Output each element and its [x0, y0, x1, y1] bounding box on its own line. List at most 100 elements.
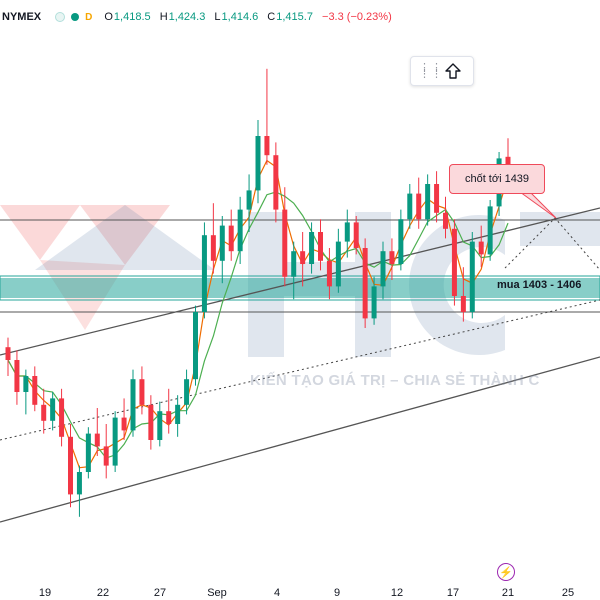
candle-body [309, 232, 315, 264]
candle-body [68, 436, 73, 495]
candle-body [94, 433, 100, 447]
ohlc-values: O1,418.5 H1,424.3 L1,414.6 C1,415.7 −3.3… [104, 11, 391, 23]
candle-body [76, 472, 82, 495]
candle-body [353, 222, 359, 248]
candle-body [478, 241, 484, 255]
candle-body [487, 206, 493, 255]
candle-body [139, 379, 145, 405]
drag-handle-icon[interactable]: ⋮⋮ ⋮⋮ [419, 62, 443, 80]
legend-header: NYMEX D O1,418.5 H1,424.3 L1,414.6 C1,41… [0, 8, 392, 26]
candle-body [398, 219, 404, 264]
close-key: C [267, 11, 276, 23]
candle-body [291, 251, 297, 277]
x-axis-tick-label: 27 [154, 587, 166, 599]
candle-body [41, 404, 47, 421]
candle-body [121, 417, 127, 431]
candle-body [59, 398, 65, 437]
low-key: L [214, 11, 221, 23]
arrow-up-icon[interactable] [443, 61, 463, 81]
status-dot-icon [55, 12, 66, 22]
candle-body [264, 136, 270, 156]
candle-body [228, 225, 234, 252]
x-axis-tick-label: 12 [391, 587, 403, 599]
logo-red-triangle [0, 205, 80, 260]
floating-toolbar[interactable]: ⋮⋮ ⋮⋮ [410, 56, 474, 86]
symbol-label: NYMEX [2, 11, 42, 23]
flash-event-icon[interactable]: ⚡ [497, 563, 515, 581]
candle-body [112, 417, 118, 466]
candle-body [255, 136, 261, 191]
x-axis-tick-label: Sep [207, 587, 227, 599]
candle-body [246, 190, 252, 210]
candle-body [85, 433, 91, 472]
candle-body [460, 296, 466, 312]
open-key: O [104, 11, 113, 23]
candle-body [23, 376, 29, 392]
change-value: −3.3 (−0.23%) [322, 11, 392, 23]
candle-body [148, 404, 154, 440]
candle-body [50, 398, 56, 421]
target-callout[interactable]: chốt tới 1439 [449, 164, 545, 194]
candle-body [469, 241, 475, 312]
close-value: 1,415.7 [276, 11, 313, 23]
candle-body [184, 379, 190, 405]
candle-body [416, 193, 422, 220]
candle-body [326, 260, 332, 287]
open-value: 1,418.5 [113, 11, 151, 23]
logo-letter-stroke [520, 212, 600, 246]
buy-zone-border [0, 275, 600, 301]
candle-body [389, 251, 395, 264]
candle-body [362, 248, 368, 319]
candle-body [451, 228, 457, 296]
channel-lower-line [0, 356, 600, 523]
candle-body [5, 347, 11, 360]
candle-body [318, 232, 323, 261]
moving-average-slow [7, 191, 509, 459]
x-axis-tick-label: 9 [334, 587, 340, 599]
candle-body [371, 286, 377, 319]
candle-body [175, 404, 181, 424]
x-axis-tick-label: 21 [502, 587, 514, 599]
candle-body [434, 184, 440, 213]
candle-body [407, 193, 413, 220]
x-axis-tick-label: 4 [274, 587, 280, 599]
buy-zone-band [0, 278, 600, 298]
candle-body [335, 241, 341, 287]
candle-body [380, 251, 386, 287]
candle-body [201, 235, 207, 312]
x-axis-tick-label: 25 [562, 587, 574, 599]
candle-body [273, 155, 279, 210]
candle-body [210, 235, 216, 261]
high-value: 1,424.3 [168, 11, 206, 23]
projection-path [504, 217, 600, 271]
candle-body [193, 312, 198, 380]
candle-body [32, 376, 38, 405]
channel-upper-line [0, 207, 600, 356]
logo-blue-triangle [35, 205, 215, 270]
logo-letter-stroke [409, 215, 505, 355]
buy-zone-label: mua 1403 - 1406 [497, 279, 582, 291]
candle-body [237, 209, 243, 252]
x-axis-tick-label: 17 [447, 587, 459, 599]
candle-body [103, 446, 109, 466]
low-value: 1,414.6 [221, 11, 259, 23]
x-axis-tick-label: 22 [97, 587, 109, 599]
candle-body [157, 411, 163, 440]
candle-body [505, 156, 511, 166]
timeframe-badge: D [85, 11, 93, 23]
candle-body [300, 251, 306, 264]
candle-body [425, 184, 431, 220]
candle-body [166, 411, 172, 424]
candle-body [14, 360, 20, 392]
candle-body [344, 222, 350, 242]
candle-body [219, 225, 225, 261]
candle-body [282, 209, 288, 277]
watermark-slogan: KIẾN TẠO GIÁ TRỊ – CHIA SẺ THÀNH C [250, 372, 540, 389]
candle-body [130, 379, 136, 431]
candle-body [443, 212, 448, 229]
x-axis-tick-label: 19 [39, 587, 51, 599]
market-open-icon [71, 13, 80, 21]
high-key: H [159, 11, 168, 23]
